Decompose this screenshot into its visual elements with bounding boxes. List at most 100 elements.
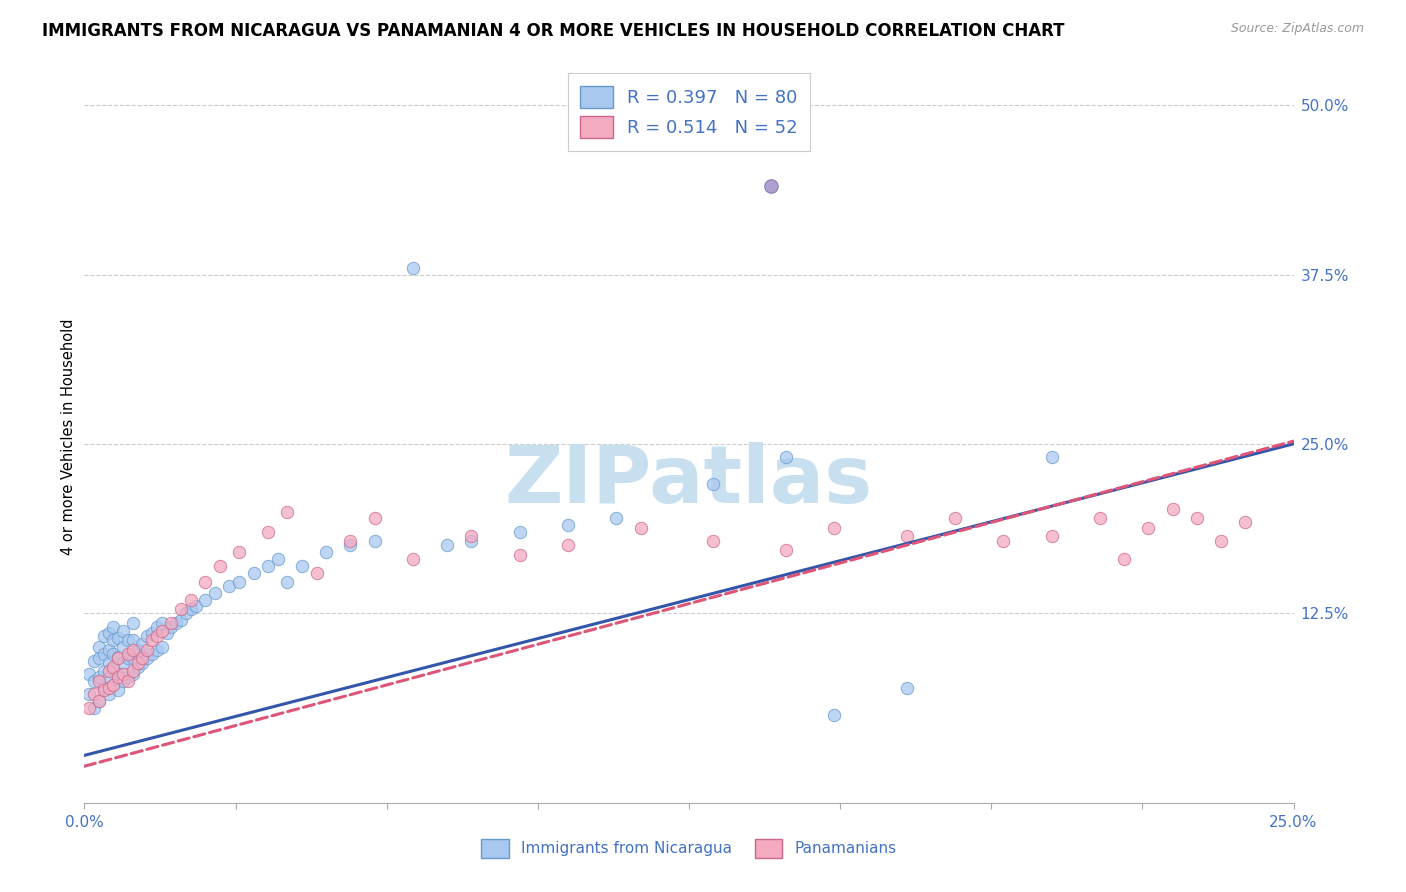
- Point: [160, 620, 183, 634]
- Point: [87, 651, 110, 665]
- Point: [759, 179, 782, 194]
- Point: [97, 670, 120, 684]
- Point: [557, 518, 579, 533]
- Point: [87, 673, 110, 688]
- Legend: Immigrants from Nicaragua, Panamanians: Immigrants from Nicaragua, Panamanians: [471, 829, 907, 868]
- Point: [97, 688, 120, 702]
- Point: [194, 574, 217, 589]
- Point: [1040, 450, 1063, 465]
- Text: Source: ZipAtlas.com: Source: ZipAtlas.com: [1230, 22, 1364, 36]
- Point: [823, 521, 845, 535]
- Point: [97, 681, 120, 695]
- Text: ZIPatlas: ZIPatlas: [505, 442, 873, 520]
- Point: [305, 566, 328, 580]
- Point: [605, 511, 627, 525]
- Point: [402, 552, 425, 566]
- Point: [97, 665, 120, 679]
- Point: [107, 631, 129, 645]
- Point: [1040, 529, 1063, 543]
- Point: [146, 629, 169, 643]
- Point: [121, 665, 143, 679]
- Point: [83, 701, 105, 715]
- Point: [208, 558, 231, 573]
- Point: [87, 670, 110, 684]
- Point: [702, 477, 724, 491]
- Point: [141, 626, 163, 640]
- Point: [87, 640, 110, 654]
- Point: [146, 620, 169, 634]
- Point: [136, 629, 159, 643]
- Point: [127, 657, 149, 671]
- Point: [775, 450, 797, 465]
- Point: [204, 586, 226, 600]
- Point: [97, 657, 120, 671]
- Point: [150, 615, 173, 630]
- Point: [112, 624, 135, 638]
- Point: [93, 629, 115, 643]
- Point: [630, 521, 652, 535]
- Point: [702, 534, 724, 549]
- Point: [165, 615, 187, 630]
- Point: [131, 651, 153, 665]
- Point: [1234, 516, 1257, 530]
- Point: [107, 649, 129, 664]
- Point: [363, 511, 385, 525]
- Point: [107, 651, 129, 665]
- Point: [1137, 521, 1160, 535]
- Point: [103, 660, 125, 674]
- Point: [1088, 511, 1111, 525]
- Point: [180, 592, 202, 607]
- Point: [93, 665, 115, 679]
- Point: [509, 524, 531, 539]
- Point: [127, 642, 149, 657]
- Point: [460, 534, 482, 549]
- Point: [184, 599, 207, 614]
- Point: [1114, 552, 1136, 566]
- Point: [228, 574, 250, 589]
- Point: [103, 678, 125, 692]
- Point: [107, 683, 129, 698]
- Point: [896, 681, 918, 695]
- Point: [87, 694, 110, 708]
- Point: [112, 640, 135, 654]
- Point: [460, 529, 482, 543]
- Point: [160, 615, 183, 630]
- Point: [228, 545, 250, 559]
- Point: [77, 688, 100, 702]
- Point: [267, 552, 290, 566]
- Point: [93, 681, 115, 695]
- Point: [291, 558, 314, 573]
- Point: [1185, 511, 1208, 525]
- Point: [112, 657, 135, 671]
- Point: [83, 673, 105, 688]
- Point: [121, 667, 143, 681]
- Point: [242, 566, 264, 580]
- Text: IMMIGRANTS FROM NICARAGUA VS PANAMANIAN 4 OR MORE VEHICLES IN HOUSEHOLD CORRELAT: IMMIGRANTS FROM NICARAGUA VS PANAMANIAN …: [42, 22, 1064, 40]
- Y-axis label: 4 or more Vehicles in Household: 4 or more Vehicles in Household: [60, 318, 76, 556]
- Point: [77, 667, 100, 681]
- Point: [112, 673, 135, 688]
- Point: [509, 548, 531, 562]
- Point: [136, 651, 159, 665]
- Point: [117, 673, 139, 688]
- Point: [83, 654, 105, 668]
- Point: [117, 651, 139, 665]
- Point: [257, 558, 280, 573]
- Point: [896, 529, 918, 543]
- Point: [77, 701, 100, 715]
- Point: [121, 633, 143, 648]
- Point: [103, 633, 125, 648]
- Point: [131, 637, 153, 651]
- Point: [131, 657, 153, 671]
- Point: [218, 579, 240, 593]
- Point: [174, 606, 197, 620]
- Point: [121, 651, 143, 665]
- Point: [402, 260, 425, 275]
- Point: [775, 542, 797, 557]
- Point: [87, 694, 110, 708]
- Point: [993, 534, 1015, 549]
- Point: [83, 688, 105, 702]
- Point: [146, 642, 169, 657]
- Point: [103, 678, 125, 692]
- Point: [1161, 501, 1184, 516]
